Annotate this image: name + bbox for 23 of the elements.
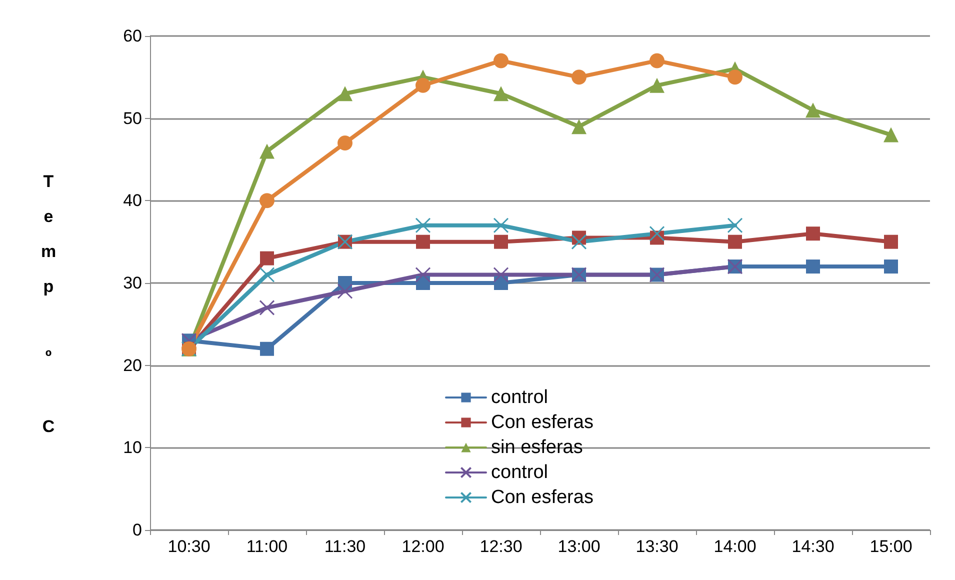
y-tick-label: 20 <box>123 356 142 375</box>
x-tick-label: 10:30 <box>168 537 210 556</box>
x-tick-label: 14:30 <box>792 537 834 556</box>
x-tick-label: 15:00 <box>870 537 912 556</box>
x-tick-label: 13:00 <box>558 537 600 556</box>
legend-label: control <box>491 462 548 483</box>
y-axis-title: Temp º C <box>38 172 58 452</box>
y-tick-label: 40 <box>123 191 142 210</box>
legend-label: sin esferas <box>491 437 583 458</box>
y-tick-label: 10 <box>123 438 142 458</box>
x-tick-label: 14:00 <box>714 537 756 556</box>
y-tick-label: 30 <box>123 274 142 292</box>
x-tick-label: 11:30 <box>324 537 366 556</box>
x-tick-label: 13:30 <box>636 537 678 556</box>
legend-label: Con esferas <box>491 412 594 433</box>
y-tick-label: 60 <box>123 26 142 46</box>
x-tick-label: 12:30 <box>480 537 522 556</box>
x-tick-label: 11:00 <box>246 537 288 556</box>
y-tick-label: 0 <box>132 520 142 540</box>
y-tick-label: 50 <box>123 108 142 128</box>
legend-label: control <box>491 387 548 408</box>
x-tick-label: 12:00 <box>402 537 444 556</box>
legend-label: Con esferas <box>491 487 594 508</box>
